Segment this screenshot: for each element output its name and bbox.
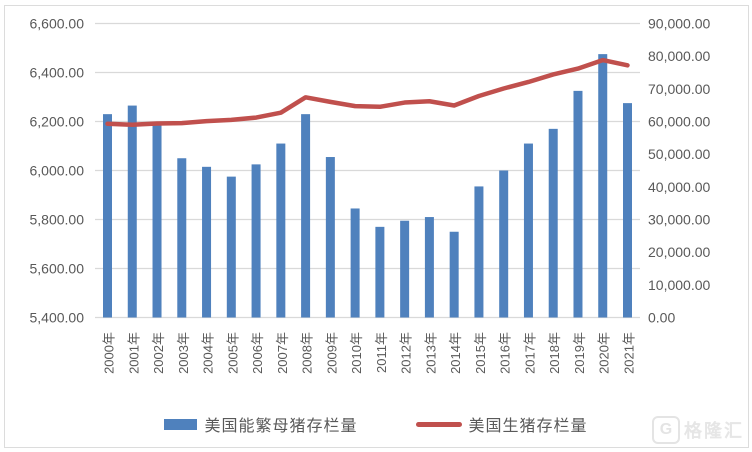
legend-item-sow-inventory: 美国能繁母猪存栏量 — [164, 412, 357, 436]
x-axis-label: 2004年 — [201, 332, 216, 374]
y-axis-right-tick-label: 40,000.00 — [648, 179, 710, 195]
bar-sow-inventory — [449, 231, 459, 318]
bar-sow-inventory — [276, 143, 286, 318]
x-axis-label: 2014年 — [448, 332, 463, 374]
bar-sow-inventory — [623, 103, 632, 318]
x-axis-label: 2007年 — [275, 332, 290, 374]
y-axis-right-tick-label: 50,000.00 — [648, 146, 710, 162]
combo-chart: 5,400.00 5,600.00 5,800.00 6,000.00 6,200.00… — [30, 16, 711, 374]
watermark: G 格隆汇 — [652, 416, 744, 444]
bar-sow-inventory — [548, 128, 558, 318]
legend-item-hog-inventory: 美国生猪存栏量 — [415, 412, 588, 436]
x-axis-label: 2021年 — [622, 332, 637, 374]
bar-sow-inventory — [152, 125, 162, 318]
x-axis-label: 2006年 — [250, 332, 265, 374]
bar-sow-inventory — [202, 166, 212, 318]
x-axis-label: 2011年 — [374, 332, 389, 373]
bar-sow-inventory — [499, 170, 509, 318]
line-hog-inventory — [105, 57, 630, 128]
gelonghui-logo-icon: G — [652, 416, 680, 444]
bar-sow-inventory — [350, 208, 360, 318]
bar-sow-inventory — [177, 158, 187, 318]
watermark-text: 格隆汇 — [684, 421, 744, 441]
bar-sow-inventory — [424, 217, 434, 318]
y-axis-right-tick-label: 20,000.00 — [648, 244, 710, 260]
y-axis-left-tick-label: 6,400.00 — [30, 65, 85, 81]
bar-sow-inventory — [400, 220, 410, 318]
x-axis-label: 2010年 — [349, 332, 364, 374]
x-axis-label: 2008年 — [300, 332, 315, 374]
x-axis-label: 2018年 — [547, 332, 562, 374]
x-axis-label: 2009年 — [324, 332, 339, 374]
x-axis-label: 2002年 — [151, 332, 166, 374]
legend-label-sow-inventory: 美国能繁母猪存栏量 — [204, 418, 358, 435]
x-axis-label: 2000年 — [102, 332, 117, 374]
x-axis-label: 2013年 — [423, 332, 438, 374]
y-axis-right-tick-label: 0.00 — [648, 310, 675, 326]
x-axis-label: 2020年 — [597, 332, 612, 374]
y-axis-right-tick-label: 60,000.00 — [648, 114, 710, 130]
bar-sow-inventory — [598, 54, 608, 318]
legend-line-swatch — [415, 421, 462, 427]
bar-sow-inventory — [474, 186, 484, 318]
chart-legend: 美国能繁母猪存栏量 美国生猪存栏量 — [0, 404, 752, 444]
y-axis-right-tick-label: 30,000.00 — [648, 212, 710, 228]
legend-label-hog-inventory: 美国生猪存栏量 — [468, 418, 588, 435]
y-axis-left-tick-label: 6,000.00 — [30, 163, 85, 179]
y-axis-left-tick-label: 6,200.00 — [30, 114, 85, 130]
y-axis-left-tick-label: 5,600.00 — [30, 261, 85, 277]
bar-sow-inventory — [573, 90, 583, 318]
legend-bar-swatch — [164, 418, 198, 430]
bar-sow-inventory — [103, 114, 112, 318]
bar-sow-inventory — [375, 226, 385, 318]
x-axis-label: 2016年 — [498, 332, 513, 374]
y-axis-right-tick-label: 80,000.00 — [648, 48, 710, 64]
y-axis-right-tick-label: 10,000.00 — [648, 277, 710, 293]
bar-sow-inventory — [226, 176, 236, 318]
x-axis-label: 2003年 — [176, 332, 191, 374]
x-axis-label: 2001年 — [126, 332, 141, 374]
y-axis-left-tick-label: 6,600.00 — [30, 16, 85, 32]
y-axis-right-tick-label: 90,000.00 — [648, 16, 710, 32]
bar-sow-inventory — [523, 143, 533, 318]
bar-sow-inventory — [251, 164, 261, 318]
bar-sow-inventory — [325, 157, 335, 318]
y-axis-left-tick-label: 5,800.00 — [30, 212, 85, 228]
y-axis-left-tick-label: 5,400.00 — [30, 310, 85, 326]
x-axis-label: 2015年 — [473, 332, 488, 374]
x-axis-label: 2012年 — [399, 332, 414, 374]
bar-sow-inventory — [301, 114, 311, 318]
chart-border — [4, 5, 749, 448]
x-axis-label: 2017年 — [522, 332, 537, 374]
x-axis-label: 2019年 — [572, 332, 587, 374]
x-axis-label: 2005年 — [225, 332, 240, 374]
bar-sow-inventory — [127, 105, 137, 318]
y-axis-right-tick-label: 70,000.00 — [648, 81, 710, 97]
